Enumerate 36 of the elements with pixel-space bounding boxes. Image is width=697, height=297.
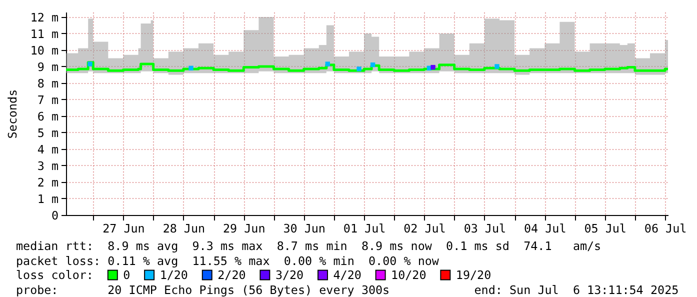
y-axis-title: Seconds	[5, 89, 20, 139]
x-tick-label: 30 Jun	[283, 222, 326, 236]
x-tick-label: 01 Jul	[343, 222, 386, 236]
x-tick-label: 29 Jun	[223, 222, 266, 236]
y-tick-label: 6 m	[37, 109, 58, 124]
x-tick-label: 05 Jul	[584, 222, 626, 236]
x-tick-label: 27 Jun	[102, 222, 145, 236]
legend-label: 19/20	[456, 268, 492, 282]
x-tick-label: 28 Jun	[162, 222, 206, 236]
y-tick-label: 7 m	[37, 92, 58, 107]
legend-label: 2/20	[218, 268, 246, 282]
text: packet loss: 0.11 % avg 11.55 % max 0.00 % min 0.00 % now	[16, 254, 439, 268]
y-tick-label: 5 m	[37, 126, 58, 140]
y-tick-label: 8 m	[37, 76, 58, 90]
text: probe: 20 ICMP Echo Pings (56 Bytes) every 300s	[16, 283, 390, 297]
legend-label: 1/20	[160, 268, 188, 282]
legend-label: 4/20	[333, 268, 362, 282]
text: median rtt: 8.9 ms avg 9.3 ms max 8.7 ms min 8.9 ms now 0.1 ms sd 74.1 am/s	[16, 239, 602, 253]
y-tick-label: 2 m	[37, 175, 58, 190]
y-tick-label: 10 m	[30, 43, 58, 58]
y-tick-label: 0	[51, 208, 58, 222]
legend-title: loss color:	[16, 268, 94, 282]
x-tick-label: 06 Jul	[644, 222, 687, 236]
legend-label: 0	[123, 268, 130, 282]
y-tick-label: 9 m	[37, 60, 58, 74]
y-tick-label: 4 m	[37, 142, 58, 156]
y-tick-label: 12 m	[30, 10, 58, 24]
y-tick-label: 11 m	[30, 26, 58, 41]
legend-label: 3/20	[275, 268, 304, 282]
x-tick-label: 02 Jul	[404, 222, 446, 236]
text: end: Sun Jul 6 13:11:54 2025	[474, 283, 679, 297]
y-tick-label: 1 m	[37, 192, 58, 206]
x-tick-label: 03 Jul	[464, 222, 506, 236]
y-tick-label: 3 m	[37, 158, 58, 173]
x-tick-label: 04 Jul	[524, 222, 566, 236]
legend-label: 10/20	[391, 268, 426, 282]
